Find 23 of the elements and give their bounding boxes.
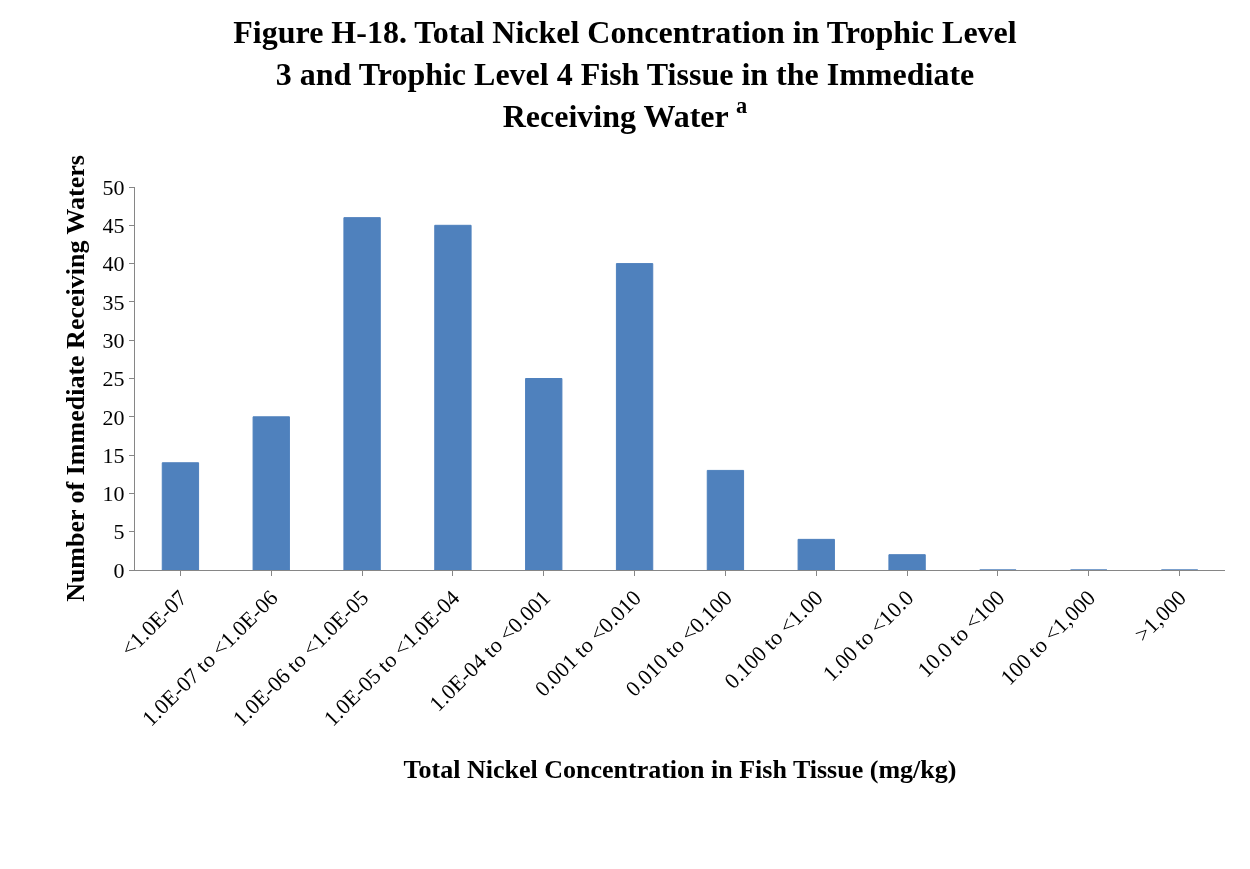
- y-axis-title: Number of Immediate Receiving Waters: [61, 155, 90, 602]
- y-tick-label: 15: [102, 442, 125, 468]
- y-tick-label: 50: [102, 174, 125, 200]
- bar: [161, 462, 200, 570]
- bar: [252, 416, 290, 570]
- bar: [615, 263, 654, 570]
- y-tick-label: 20: [102, 404, 125, 430]
- y-tick-label: 35: [102, 289, 125, 315]
- y-tick-label: 30: [102, 327, 125, 353]
- bar: [343, 217, 381, 570]
- y-tick-label: 5: [113, 519, 125, 545]
- bar: [706, 469, 745, 570]
- bar: [888, 554, 926, 570]
- chart-title: Figure H-18. Total Nickel Concentration in Trophic Level 3 and Trophic Level 4 Fish Tissue in the Immediate Receiving Water $^{a}$: [233, 14, 1017, 134]
- bar: [434, 224, 472, 570]
- bar: [525, 378, 563, 570]
- x-axis-title: Total Nickel Concentration in Fish Tissue (mg/kg): [403, 755, 957, 785]
- y-tick-label: 25: [102, 366, 125, 392]
- y-tick-label: 40: [102, 251, 125, 277]
- bar: [797, 538, 835, 570]
- y-tick-label: 10: [102, 481, 125, 507]
- y-tick-label: 0: [113, 557, 125, 583]
- y-tick-label: 45: [102, 213, 125, 238]
